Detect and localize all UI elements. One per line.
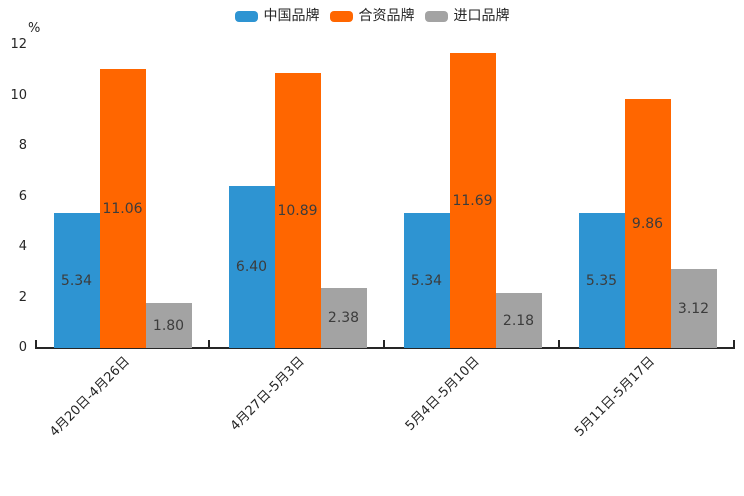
legend-swatch-import-brand	[424, 11, 448, 22]
bar-value-label: 3.12	[677, 300, 710, 317]
x-axis-tick	[35, 340, 37, 347]
x-tick-label: 4月27日-5月3日	[228, 354, 309, 434]
x-tick-label: 4月20日-4月26日	[47, 354, 134, 440]
y-tick-label: 4	[18, 239, 27, 254]
legend: 中国品牌 合资品牌 进口品牌	[0, 8, 744, 25]
y-tick-label: 12	[10, 37, 27, 52]
bar-import-brand	[320, 288, 367, 348]
legend-label: 进口品牌	[453, 8, 510, 24]
y-axis-unit-label: %	[28, 21, 41, 36]
bar-joint-venture-brand	[449, 53, 496, 348]
bar-value-label: 2.18	[502, 312, 535, 329]
bar-import-brand	[145, 303, 192, 348]
legend-item-import-brand: 进口品牌	[424, 8, 510, 25]
legend-swatch-china-brand	[234, 11, 258, 22]
bar-import-brand	[670, 269, 717, 348]
bar-value-label: 10.89	[277, 202, 318, 219]
bar-value-label: 5.35	[585, 272, 618, 289]
bar-china-brand	[578, 213, 625, 348]
x-axis-tick	[383, 340, 385, 347]
bar-china-brand	[53, 213, 100, 348]
y-tick-label: 0	[18, 340, 27, 355]
y-tick-label: 8	[18, 138, 27, 153]
y-tick-label: 6	[18, 188, 27, 204]
legend-item-china-brand: 中国品牌	[234, 8, 320, 25]
legend-item-joint-venture-brand: 合资品牌	[329, 8, 415, 25]
x-axis-line	[35, 347, 735, 349]
bar-value-label: 5.34	[60, 272, 93, 289]
bar-value-label: 2.38	[327, 310, 360, 326]
bar-value-label: 1.80	[152, 317, 185, 334]
bar-value-label: 5.34	[410, 272, 443, 289]
y-tick-label: 10	[10, 87, 27, 103]
bar-value-label: 9.86	[631, 215, 664, 232]
x-axis-tick	[558, 340, 560, 347]
bar-value-label: 11.69	[452, 192, 493, 209]
legend-label: 合资品牌	[358, 8, 415, 24]
bar-import-brand	[495, 293, 542, 348]
bar-value-label: 11.06	[102, 200, 143, 217]
bar-joint-venture-brand	[624, 99, 671, 348]
bar-joint-venture-brand	[274, 73, 321, 348]
y-tick-label: 2	[18, 289, 27, 305]
bar-china-brand	[228, 186, 275, 348]
legend-swatch-joint-venture-brand	[329, 11, 353, 22]
x-tick-label: 5月11日-5月17日	[572, 354, 659, 440]
bar-china-brand	[403, 213, 450, 348]
x-axis-tick	[208, 340, 210, 347]
bar-value-label: 6.40	[235, 259, 268, 275]
x-tick-label: 5月4日-5月10日	[403, 354, 484, 434]
x-axis-tick	[733, 340, 735, 347]
bar-joint-venture-brand	[99, 69, 146, 348]
legend-label: 中国品牌	[263, 8, 320, 24]
